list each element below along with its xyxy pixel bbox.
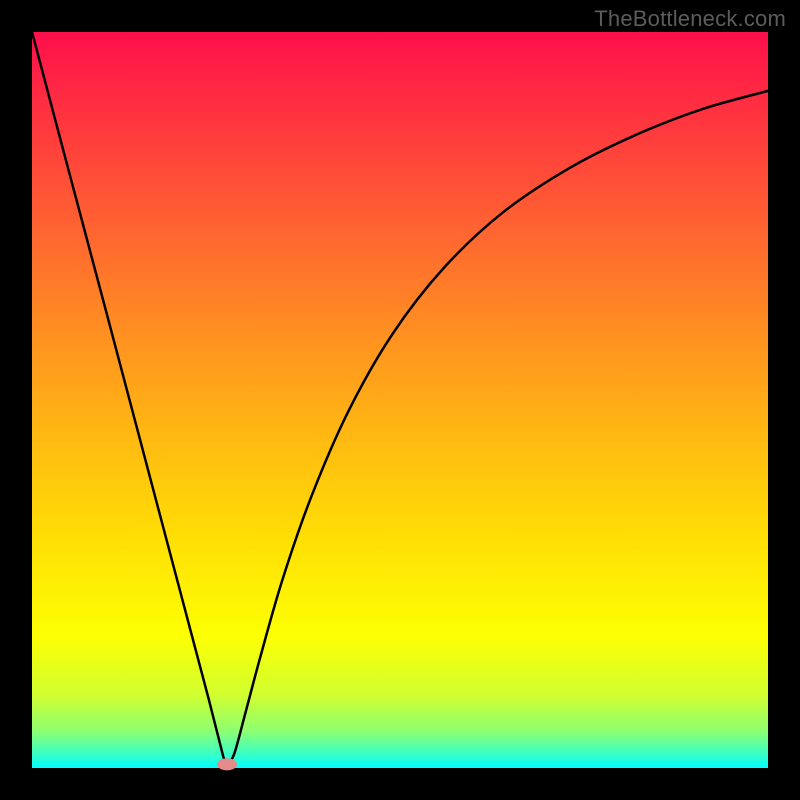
bottleneck-chart: TheBottleneck.com <box>0 0 800 800</box>
chart-svg <box>0 0 800 800</box>
watermark-text: TheBottleneck.com <box>594 6 786 32</box>
minimum-marker <box>217 758 237 770</box>
plot-background <box>32 32 768 768</box>
